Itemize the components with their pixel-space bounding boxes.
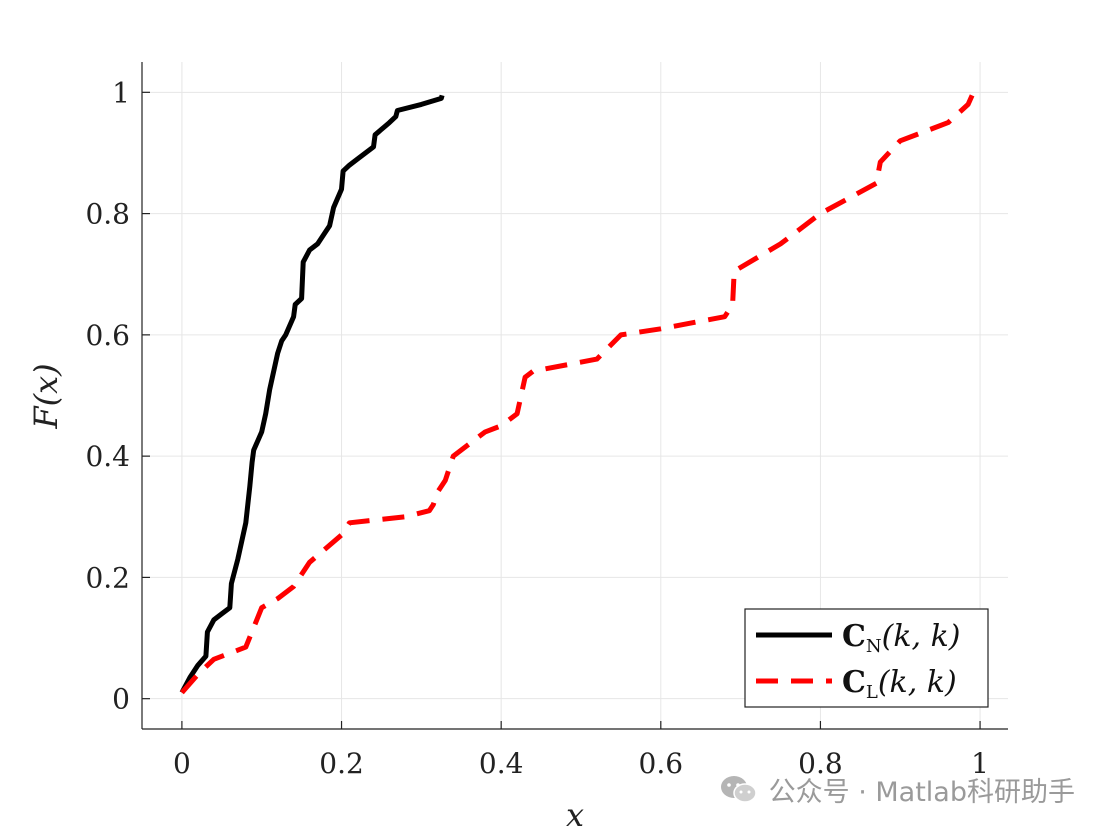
- legend-sub-cl: L: [866, 682, 878, 703]
- y-tick-label-2: 0.4: [85, 440, 130, 473]
- watermark-text: 公众号 · Matlab科研助手: [768, 777, 1075, 808]
- legend-main-cn: C: [842, 619, 866, 654]
- x-tick-label-1: 0.2: [319, 747, 364, 780]
- series-layer: [179, 94, 975, 695]
- x-axis-label: x: [566, 796, 584, 834]
- series-line-cn: [179, 94, 445, 694]
- x-tick-label-2: 0.4: [479, 747, 524, 780]
- x-tick-label-3: 0.6: [639, 747, 684, 780]
- legend-entry-cn: CN(k, k): [842, 619, 960, 657]
- legend-main-cl: C: [842, 665, 866, 700]
- y-tick-label-1: 0.2: [85, 561, 130, 594]
- y-tick-label-4: 0.8: [85, 198, 130, 231]
- y-tick-label-0: 0: [112, 683, 130, 716]
- watermark: 公众号 · Matlab科研助手: [719, 770, 1075, 809]
- wechat-icon: [720, 775, 757, 803]
- x-tick-label-5: 1: [971, 747, 989, 780]
- y-tick-label-3: 0.6: [85, 319, 130, 352]
- y-axis-label: F(x): [27, 363, 65, 429]
- series-line-cl: [180, 94, 975, 695]
- x-tick-label-4: 0.8: [798, 747, 843, 780]
- x-tick-label-0: 0: [173, 747, 191, 780]
- legend-sub-cn: N: [866, 636, 882, 657]
- legend-args-cl: (k, k): [878, 665, 957, 700]
- legend-entry-cl: CL(k, k): [842, 665, 957, 703]
- legend-box: [744, 608, 989, 708]
- legend: CN(k, k) CL(k, k): [744, 608, 989, 708]
- tick-layer: 0 0.2 0.4 0.6 0.8 1 0 0.2 0.4 0.6 0.8 1: [85, 76, 989, 780]
- y-tick-label-5: 1: [112, 76, 130, 109]
- axes: [141, 62, 1008, 730]
- grid-layer: [142, 62, 1008, 729]
- legend-args-cn: (k, k): [882, 619, 961, 654]
